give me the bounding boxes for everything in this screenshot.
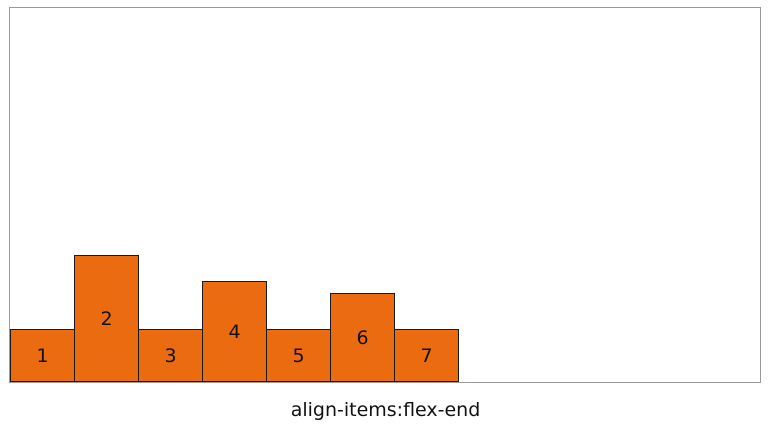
flex-item-1: 1 bbox=[10, 329, 75, 382]
flex-container: 1 2 3 4 5 6 7 bbox=[9, 7, 761, 383]
flex-item-label: 1 bbox=[36, 344, 49, 367]
flex-item-6: 6 bbox=[330, 293, 395, 382]
flex-item-4: 4 bbox=[202, 281, 267, 382]
flex-item-label: 3 bbox=[164, 344, 177, 367]
flex-item-7: 7 bbox=[394, 329, 459, 382]
flex-item-label: 6 bbox=[356, 326, 369, 349]
flex-item-label: 4 bbox=[228, 320, 241, 343]
flex-item-2: 2 bbox=[74, 255, 139, 382]
flex-item-label: 7 bbox=[420, 344, 433, 367]
flex-item-5: 5 bbox=[266, 329, 331, 382]
flex-item-3: 3 bbox=[138, 329, 203, 382]
flex-item-label: 2 bbox=[100, 307, 113, 330]
caption: align-items:flex-end bbox=[290, 399, 481, 421]
flex-item-label: 5 bbox=[292, 344, 305, 367]
